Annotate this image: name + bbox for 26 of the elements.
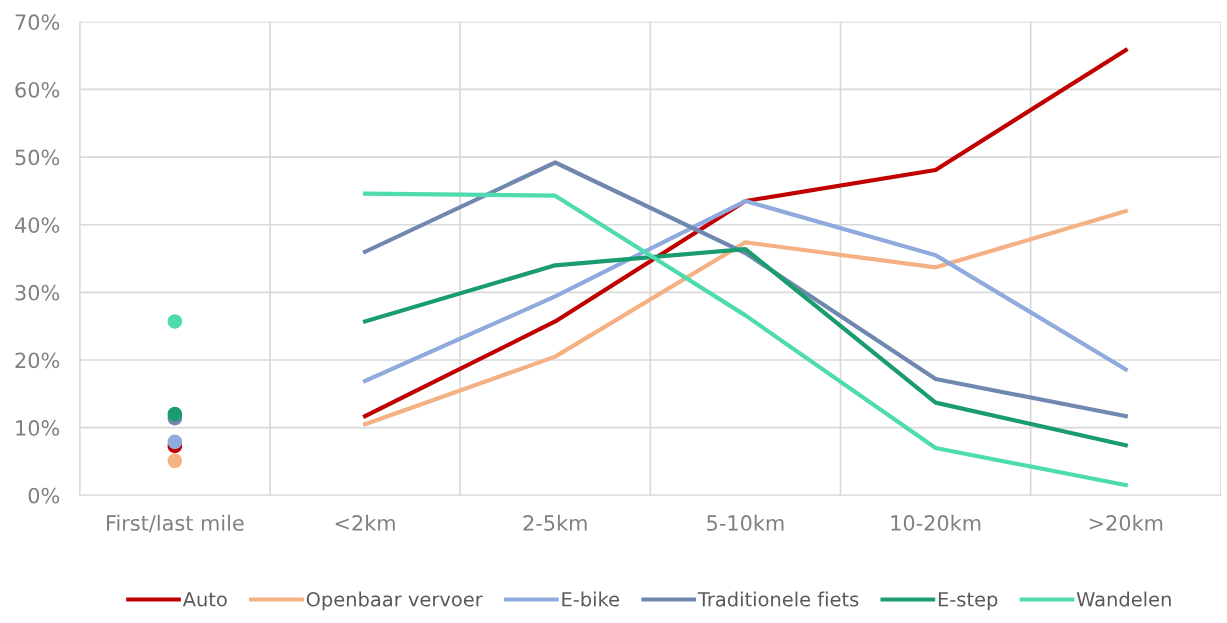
y-tick-label: 70% <box>15 14 60 31</box>
x-tick-label: 10-20km <box>891 514 981 531</box>
legend-label: Auto <box>182 592 227 607</box>
x-tick-label: First/last mile <box>107 514 244 533</box>
line-series <box>362 48 1128 419</box>
line-series <box>362 246 1128 448</box>
y-tick-label: 60% <box>15 81 60 98</box>
line-series <box>362 209 1128 427</box>
legend-label: Traditionele fiets <box>697 591 859 607</box>
line-series <box>362 160 1128 419</box>
x-tick-label: <2km <box>335 514 395 531</box>
legend-label: E-bike <box>562 591 620 607</box>
x-tick-label: >20km <box>1089 514 1163 531</box>
y-tick-label: 10% <box>16 420 60 436</box>
y-tick-label: 20% <box>15 352 60 369</box>
x-tick-label: 2-5km <box>523 514 587 531</box>
legend-label: Openbaar vervoer <box>306 591 483 611</box>
y-tick-label: 30% <box>15 284 60 301</box>
line-series <box>362 191 1128 488</box>
legend-label: E-step <box>938 592 998 611</box>
y-tick-label: 0% <box>28 487 60 504</box>
legend-label: Wandelen <box>1076 591 1171 607</box>
x-tick-label: 5-10km <box>707 514 784 531</box>
y-tick-label: 50% <box>15 149 60 166</box>
line-series <box>362 198 1128 384</box>
y-tick-label: 40% <box>15 217 60 233</box>
